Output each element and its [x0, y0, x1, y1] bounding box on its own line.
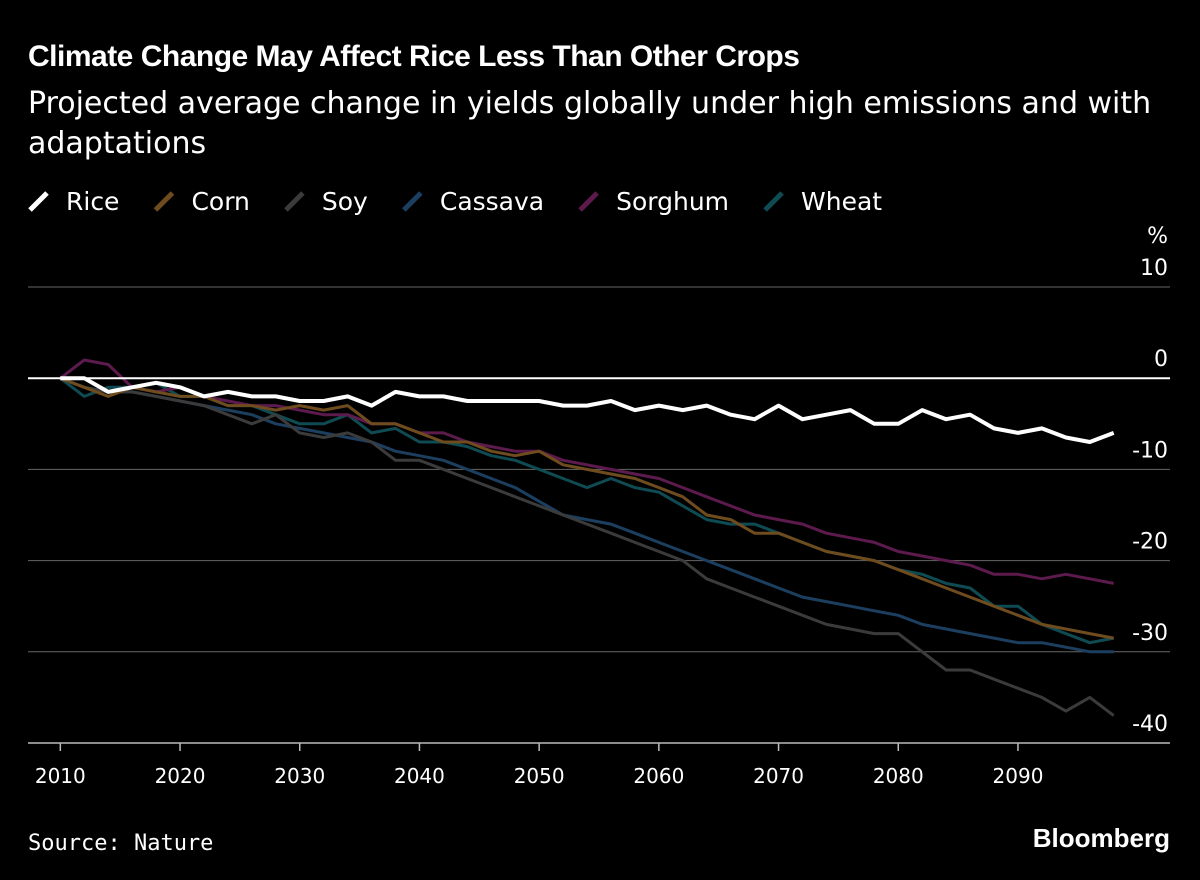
x-tick-label: 2050: [514, 764, 565, 788]
y-axis-label: %: [1147, 224, 1168, 249]
x-tick-label: 2080: [873, 764, 924, 788]
legend-swatch: [402, 191, 423, 212]
legend-label: Sorghum: [616, 187, 729, 216]
series-line: [59, 376, 1114, 640]
x-tick-label: 2020: [155, 764, 206, 788]
y-tick-label: -20: [1132, 530, 1168, 555]
legend-swatch: [153, 191, 175, 212]
y-tick-label: -30: [1132, 621, 1168, 646]
chart-title: Climate Change May Affect Rice Less Than…: [28, 40, 800, 73]
x-tick-label: 2090: [993, 764, 1044, 788]
series-line: [60, 376, 1115, 444]
x-tick-label: 2060: [633, 764, 684, 788]
legend-label: Soy: [322, 187, 368, 216]
x-tick-label: 2030: [274, 764, 325, 788]
legend-swatch: [284, 191, 305, 212]
legend-label: Wheat: [801, 187, 882, 216]
x-tick-label: 2070: [753, 764, 804, 788]
series-line: [59, 376, 1114, 654]
legend-label: Rice: [66, 187, 119, 216]
legend-swatch: [28, 191, 49, 212]
chart-subtitle: Projected average change in yields globa…: [28, 86, 1152, 161]
series-line: [59, 358, 1114, 585]
source: Source: Nature: [28, 831, 213, 856]
legend-label: Corn: [191, 187, 249, 216]
y-tick-label: 10: [1140, 256, 1168, 281]
y-tick-label: -10: [1132, 438, 1168, 463]
x-tick-label: 2010: [35, 764, 86, 788]
y-tick-label: 0: [1154, 347, 1168, 372]
legend-swatch: [763, 191, 784, 212]
legend-swatch: [578, 191, 599, 212]
legend-label: Cassava: [440, 187, 544, 216]
y-tick-label: -40: [1132, 712, 1168, 737]
x-tick-label: 2040: [394, 764, 445, 788]
brand: Bloomberg: [1033, 823, 1170, 853]
series-line: [59, 376, 1115, 717]
